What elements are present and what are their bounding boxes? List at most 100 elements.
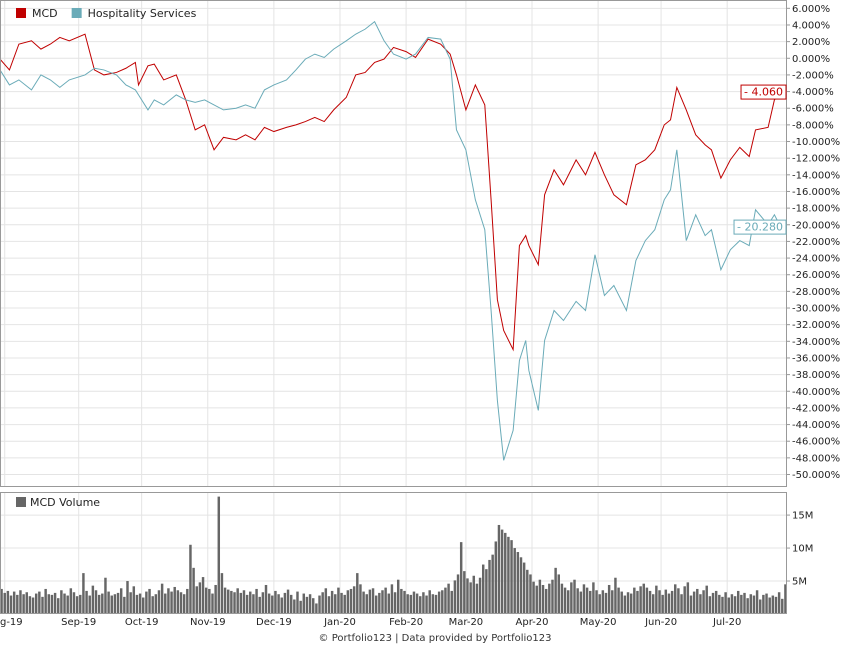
- volume-bar: [648, 590, 652, 614]
- volume-bar: [381, 590, 384, 614]
- volume-bar: [101, 593, 104, 614]
- volume-bar: [620, 591, 623, 614]
- footer: © Portfolio123 | Data provided by Portfo…: [319, 633, 552, 644]
- volume-bar: [189, 544, 192, 614]
- volume-bar: [135, 594, 139, 614]
- y-tick-label: -18.000%: [792, 204, 840, 215]
- volume-bar: [762, 594, 765, 614]
- volume-bar: [173, 586, 176, 614]
- volume-bar: [431, 594, 435, 614]
- volume-bar: [626, 592, 630, 614]
- volume-bar: [544, 588, 548, 614]
- y-tick-label: 5M: [792, 577, 807, 588]
- y-tick-label: -16.000%: [792, 187, 840, 198]
- volume-bar: [352, 586, 356, 614]
- y-tick-label: -26.000%: [792, 270, 840, 281]
- volume-bar: [245, 594, 249, 614]
- volume-bar: [324, 588, 328, 614]
- volume-bar: [765, 593, 768, 614]
- y-tick-label: -44.000%: [792, 420, 840, 431]
- volume-bar: [129, 592, 132, 614]
- volume-bar: [589, 590, 592, 614]
- volume-bar: [337, 587, 340, 614]
- volume-bar: [176, 590, 180, 614]
- volume-bar: [44, 588, 47, 614]
- volume-bar: [513, 548, 516, 614]
- volume-bar: [22, 594, 25, 614]
- volume-bar: [510, 540, 513, 614]
- volume-bar: [444, 587, 447, 614]
- y-tick-label: -36.000%: [792, 353, 840, 364]
- x-tick-label: May-20: [580, 617, 617, 628]
- x-tick-label: Oct-19: [125, 617, 159, 628]
- x-tick-label: Aug-19: [0, 617, 23, 628]
- volume-bar: [343, 594, 346, 614]
- volume-bar: [396, 579, 400, 614]
- volume-bar: [491, 554, 494, 614]
- volume-bar: [412, 591, 416, 614]
- volume-bar: [400, 588, 403, 614]
- volume-bar: [220, 573, 224, 614]
- end-label-box: [733, 219, 787, 235]
- volume-bar: [164, 593, 167, 614]
- volume-bar: [28, 596, 32, 614]
- volume-bar: [6, 590, 10, 614]
- volume-bar: [519, 557, 523, 614]
- volume-bar: [500, 529, 504, 614]
- legend-label: MCD: [32, 7, 58, 20]
- volume-bar: [406, 594, 409, 614]
- y-tick-label: -10.000%: [792, 137, 840, 148]
- volume-bar: [664, 589, 668, 614]
- volume-bar: [746, 598, 749, 614]
- volume-bar: [702, 590, 705, 614]
- y-tick-label: -4.000%: [792, 87, 834, 98]
- volume-bar: [393, 592, 397, 614]
- y-tick-label: -6.000%: [792, 104, 834, 115]
- volume-bar: [573, 579, 576, 614]
- legend: MCD Volume: [16, 496, 100, 509]
- x-tick-label: Jun-20: [644, 617, 677, 628]
- volume-bar: [289, 594, 293, 614]
- volume-bar: [160, 583, 164, 614]
- volume-bar: [607, 584, 611, 614]
- volume-bar: [16, 594, 19, 614]
- volume-bar: [85, 590, 88, 614]
- volume-bar: [409, 594, 413, 614]
- volume-bar: [233, 592, 236, 614]
- volume-bar: [548, 583, 551, 614]
- volume-bar: [230, 590, 233, 614]
- volume-bar: [507, 536, 510, 614]
- volume-bar: [97, 594, 101, 614]
- volume-bar: [774, 596, 778, 614]
- volume-bar: [179, 592, 183, 614]
- volume-bar: [264, 584, 268, 614]
- volume-bar: [223, 587, 227, 614]
- volume-bar: [724, 592, 727, 614]
- volume-bar: [692, 591, 696, 614]
- volume-bar: [387, 593, 391, 614]
- volume-bar: [340, 592, 343, 614]
- volume-bar: [302, 593, 306, 614]
- volume-bar: [541, 584, 545, 614]
- y-tick-label: -12.000%: [792, 154, 840, 165]
- volume-bar: [642, 583, 645, 614]
- volume-bar: [447, 583, 450, 614]
- volume-bar: [57, 598, 60, 614]
- volume-bar: [598, 594, 601, 614]
- volume-bar: [299, 600, 302, 614]
- volume-bar: [104, 577, 107, 614]
- volume-bar: [182, 594, 186, 614]
- volume-bar: [554, 567, 557, 614]
- volume-bar: [151, 596, 154, 614]
- volume-bar: [777, 592, 781, 614]
- x-tick-label: Feb-20: [389, 617, 423, 628]
- volume-bar: [494, 541, 498, 614]
- x-tick-label: Apr-20: [516, 617, 549, 628]
- volume-bar: [425, 595, 428, 614]
- end-label-box: [740, 84, 787, 100]
- volume-bar: [368, 589, 372, 614]
- legend-label: MCD Volume: [30, 496, 100, 509]
- volume-bar: [755, 590, 759, 614]
- legend-label: Hospitality Services: [88, 7, 197, 20]
- volume-bar: [768, 597, 771, 614]
